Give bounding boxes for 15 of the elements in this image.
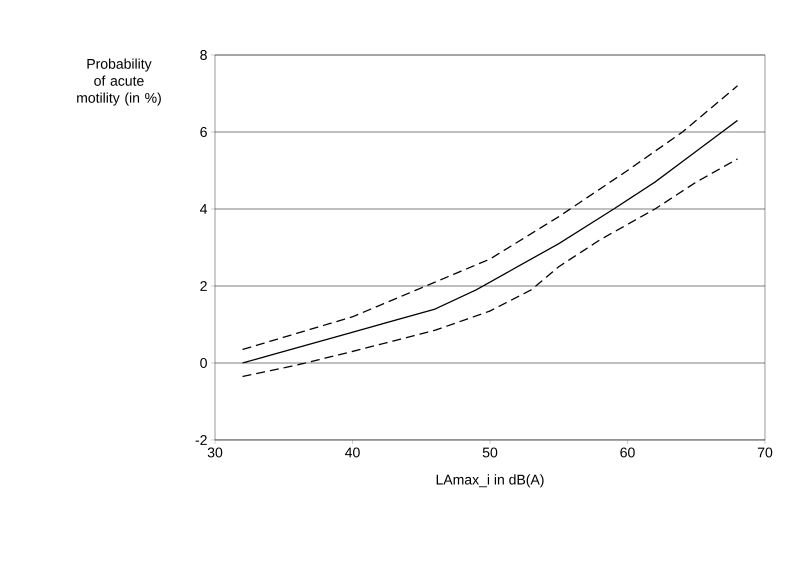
x-tick-label: 60 <box>620 448 635 458</box>
y-tick-label: 8 <box>200 50 207 60</box>
line-series <box>242 85 738 350</box>
x-tick-label: 50 <box>482 448 498 458</box>
y-axis-title: Probability of acute motility (in %) <box>77 58 161 106</box>
y-tick-label: 2 <box>200 281 207 291</box>
x-tick-label: 30 <box>208 448 222 458</box>
y-tick-label: -2 <box>196 435 207 445</box>
line-series <box>242 120 738 364</box>
x-tick-label: 40 <box>345 448 360 458</box>
x-tick-label: 70 <box>758 448 772 458</box>
x-axis-title: LAmax_i in dB(A) <box>436 474 544 488</box>
y-tick-label: 6 <box>200 127 207 137</box>
y-tick-label: 4 <box>200 204 208 214</box>
y-tick-label: 0 <box>200 358 207 368</box>
